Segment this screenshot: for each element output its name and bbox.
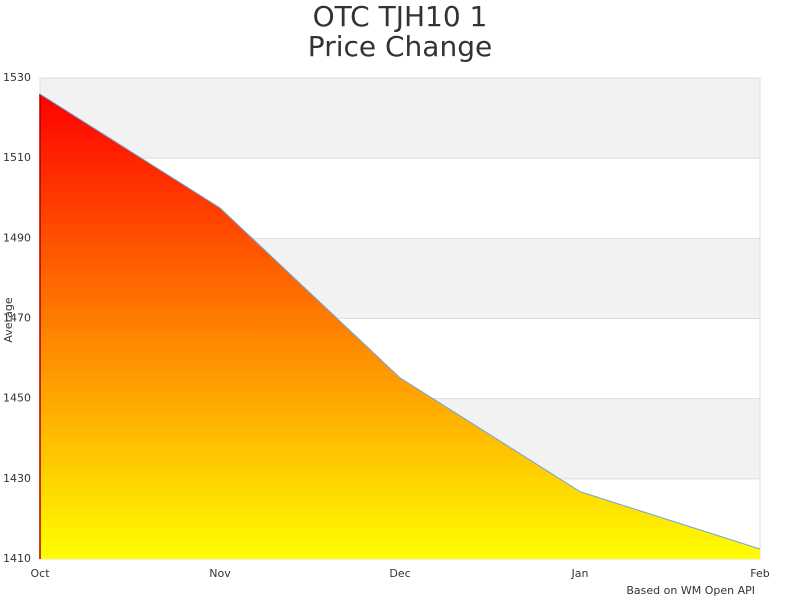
chart-title: Price Change bbox=[308, 30, 492, 63]
y-tick-label: 1490 bbox=[3, 231, 31, 244]
y-tick-label: 1450 bbox=[3, 392, 31, 405]
line bbox=[39, 93, 761, 550]
y-axis-label: Average bbox=[2, 297, 15, 342]
y-tick-label: 1510 bbox=[3, 151, 31, 164]
y-tick-label: 1530 bbox=[3, 71, 31, 84]
x-tick-label: Feb bbox=[750, 567, 769, 580]
chart-title: OTC TJH10 1 bbox=[313, 0, 488, 33]
plot-band bbox=[40, 78, 760, 159]
x-tick-label: Nov bbox=[209, 567, 231, 580]
y-tick-label: 1430 bbox=[3, 472, 31, 485]
x-tick-label: Jan bbox=[571, 567, 589, 580]
y-tick-label: 1410 bbox=[3, 552, 31, 565]
x-tick-label: Oct bbox=[30, 567, 50, 580]
x-tick-label: Dec bbox=[389, 567, 410, 580]
credit: Based on WM Open API bbox=[626, 584, 755, 597]
y-tick-label: 1470 bbox=[3, 312, 31, 325]
area bbox=[40, 94, 760, 560]
